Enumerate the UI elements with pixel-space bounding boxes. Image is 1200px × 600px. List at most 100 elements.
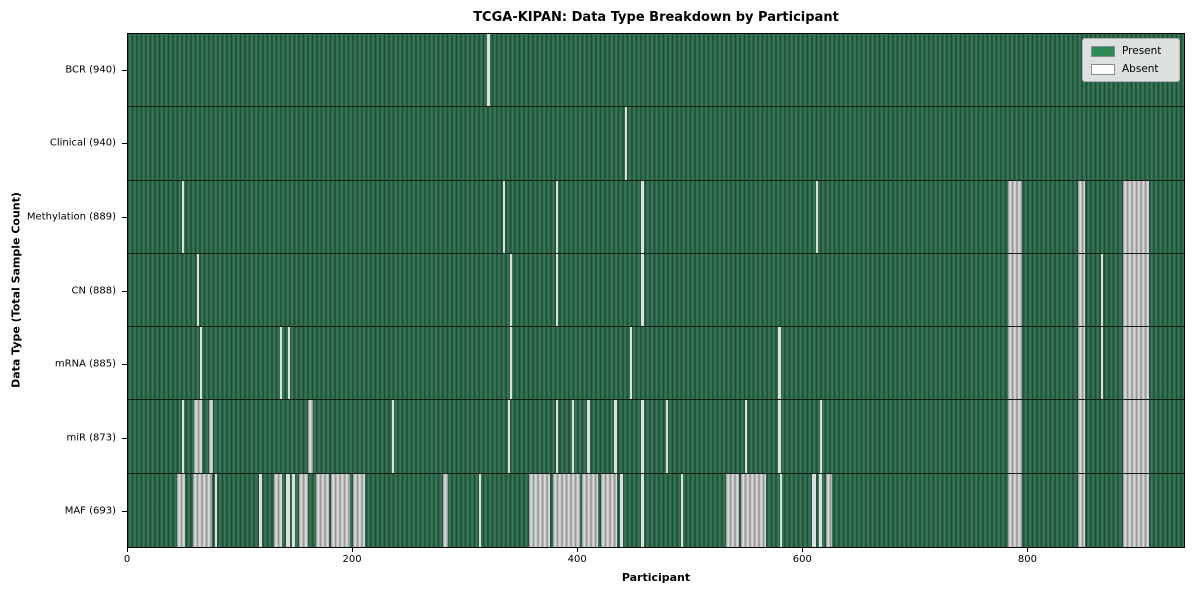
x-axis-label: Participant	[621, 571, 691, 584]
absent-segment	[274, 473, 282, 547]
absent-segment	[741, 473, 767, 547]
absent-segment	[196, 253, 199, 327]
absent-swatch	[1091, 63, 1115, 75]
heatmap-row-mir	[128, 400, 1184, 474]
y-tick-mark	[122, 143, 127, 145]
y-tick-mark	[122, 69, 127, 71]
absent-segment	[581, 473, 598, 547]
absent-segment	[307, 400, 314, 473]
heatmap-row-maf	[128, 473, 1184, 547]
y-tick-label-cn: CN (888)	[71, 285, 116, 296]
absent-segment	[194, 400, 203, 473]
heatmap-plot	[127, 33, 1185, 548]
y-tick-mark	[122, 437, 127, 439]
absent-segment	[614, 400, 617, 473]
absent-segment	[1123, 180, 1150, 253]
absent-segment	[478, 473, 481, 547]
absent-segment	[392, 400, 395, 473]
legend: Present Absent	[1082, 38, 1180, 82]
x-tick-mark	[352, 548, 354, 552]
absent-segment	[507, 400, 510, 473]
legend-entry-present: Present	[1091, 45, 1171, 57]
x-tick-label-600: 600	[792, 554, 812, 565]
absent-segment	[818, 473, 823, 547]
absent-segment	[680, 473, 683, 547]
absent-segment	[587, 400, 590, 473]
absent-segment	[292, 473, 296, 547]
absent-segment	[259, 473, 262, 547]
absent-segment	[552, 473, 580, 547]
absent-segment	[1078, 400, 1086, 473]
heatmap-row-clinical	[128, 107, 1184, 181]
absent-segment	[641, 473, 644, 547]
absent-segment	[725, 473, 740, 547]
x-tick-label-800: 800	[1017, 554, 1037, 565]
absent-segment	[571, 400, 574, 473]
chart-title: TCGA-KIPAN: Data Type Breakdown by Parti…	[473, 10, 839, 25]
absent-segment	[1123, 400, 1150, 473]
absent-segment	[1007, 473, 1023, 547]
absent-segment	[641, 180, 644, 253]
absent-segment	[1100, 327, 1104, 400]
y-tick-mark	[122, 290, 127, 292]
absent-segment	[825, 473, 833, 547]
absent-segment	[509, 253, 513, 327]
absent-segment	[1123, 473, 1150, 547]
absent-segment	[1078, 253, 1086, 327]
absent-segment	[624, 107, 627, 180]
absent-segment	[600, 473, 617, 547]
absent-segment	[641, 400, 644, 473]
absent-segment	[298, 473, 308, 547]
absent-segment	[815, 180, 818, 253]
y-tick-label-methylation: Methylation (889)	[26, 211, 116, 223]
absent-segment	[487, 34, 490, 107]
absent-segment	[442, 473, 449, 547]
absent-segment	[503, 180, 506, 253]
absent-segment	[331, 473, 351, 547]
absent-segment	[199, 327, 203, 400]
absent-segment	[778, 327, 781, 400]
heatmap-row-mrna	[128, 327, 1184, 401]
heatmap-row-bcr	[128, 34, 1184, 108]
absent-segment	[181, 400, 185, 473]
absent-segment	[630, 327, 633, 400]
heatmap-row-methylation	[128, 180, 1184, 254]
absent-segment	[177, 473, 186, 547]
absent-segment	[820, 400, 823, 473]
absent-segment	[352, 473, 366, 547]
absent-segment	[193, 473, 213, 547]
x-tick-mark	[577, 548, 579, 552]
absent-segment	[556, 253, 559, 327]
absent-segment	[1078, 180, 1086, 253]
y-tick-label-mir: miR (873)	[66, 432, 116, 444]
absent-segment	[1007, 400, 1023, 473]
absent-segment	[556, 400, 559, 473]
absent-segment	[641, 253, 644, 327]
absent-segment	[1123, 327, 1150, 400]
x-tick-mark	[802, 548, 804, 552]
x-tick-label-200: 200	[342, 554, 362, 565]
absent-segment	[1078, 327, 1086, 400]
absent-segment	[556, 180, 559, 253]
absent-segment	[666, 400, 669, 473]
absent-segment	[529, 473, 551, 547]
y-tick-label-mrna: mRNA (885)	[54, 358, 116, 370]
absent-segment	[208, 400, 214, 473]
absent-segment	[1078, 473, 1086, 547]
absent-segment	[181, 180, 185, 253]
absent-segment	[279, 327, 282, 400]
absent-segment	[778, 400, 781, 473]
absent-segment	[509, 327, 513, 400]
x-tick-mark	[127, 548, 128, 552]
x-tick-label-400: 400	[567, 554, 587, 565]
absent-segment	[744, 400, 747, 473]
y-tick-label-maf: MAF (693)	[64, 505, 116, 517]
absent-segment	[620, 473, 624, 547]
y-tick-label-bcr: BCR (940)	[65, 64, 116, 76]
absent-segment	[287, 327, 290, 400]
absent-segment	[1100, 253, 1104, 327]
absent-segment	[1123, 253, 1150, 327]
absent-segment	[286, 473, 290, 547]
heatmap-row-cn	[128, 253, 1184, 328]
